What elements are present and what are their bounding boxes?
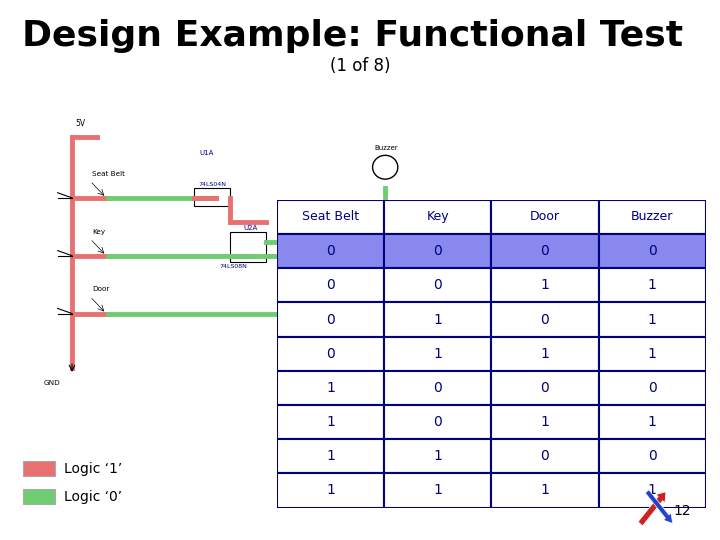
FancyArrow shape [645, 490, 672, 523]
Bar [23, 461, 55, 476]
Text: 1: 1 [433, 347, 442, 361]
Bar [277, 234, 384, 268]
Bar [230, 232, 266, 262]
Text: 1: 1 [647, 483, 657, 497]
Text: 1: 1 [647, 415, 657, 429]
Text: 5V: 5V [76, 119, 86, 129]
Text: 74LS04N: 74LS04N [198, 182, 226, 187]
Bar [277, 336, 384, 371]
Bar [491, 234, 598, 268]
Bar [277, 474, 384, 508]
Text: U3A: U3A [323, 266, 336, 272]
Text: Buzzer: Buzzer [374, 145, 398, 151]
Bar [313, 262, 349, 303]
Text: 74LS32N: 74LS32N [299, 318, 327, 323]
Bar [384, 336, 492, 371]
Bar [598, 405, 706, 439]
Bar [491, 200, 598, 234]
Text: 1: 1 [541, 483, 549, 497]
Text: 0: 0 [433, 244, 442, 258]
Bar [277, 439, 384, 474]
Bar [598, 302, 706, 336]
Bar [491, 439, 598, 474]
Text: 0: 0 [648, 381, 657, 395]
Text: 0: 0 [326, 313, 335, 327]
Text: Key: Key [426, 211, 449, 224]
Bar [194, 187, 230, 206]
Bar [384, 405, 492, 439]
Bar [491, 405, 598, 439]
Bar [23, 489, 55, 504]
Bar [277, 405, 384, 439]
Text: U2A: U2A [243, 225, 257, 231]
Text: Logic ‘0’: Logic ‘0’ [64, 490, 122, 504]
Bar [598, 439, 706, 474]
Text: Door: Door [92, 286, 109, 293]
Text: 74LS08N: 74LS08N [220, 264, 248, 268]
Text: 0: 0 [433, 381, 442, 395]
Bar [598, 200, 706, 234]
Bar [384, 371, 492, 405]
Text: 0: 0 [541, 449, 549, 463]
Text: 0: 0 [433, 278, 442, 292]
Text: 1: 1 [326, 483, 336, 497]
Text: 0: 0 [541, 313, 549, 327]
Text: 0: 0 [541, 244, 549, 258]
Bar [384, 302, 492, 336]
Bar [598, 474, 706, 508]
Text: 1: 1 [541, 347, 549, 361]
Bar [491, 474, 598, 508]
Text: 1: 1 [433, 449, 442, 463]
Text: 0: 0 [326, 347, 335, 361]
Text: 0: 0 [648, 244, 657, 258]
Bar [491, 336, 598, 371]
Text: Design Example: Functional Test: Design Example: Functional Test [22, 19, 683, 53]
Bar [277, 302, 384, 336]
Text: 0: 0 [326, 244, 335, 258]
Bar [384, 439, 492, 474]
Bar [491, 268, 598, 302]
Text: 1: 1 [647, 313, 657, 327]
Text: 0: 0 [433, 415, 442, 429]
Text: 1: 1 [326, 449, 336, 463]
Bar [491, 371, 598, 405]
Text: Key: Key [92, 228, 105, 234]
Text: (1 of 8): (1 of 8) [330, 57, 390, 75]
Bar [384, 474, 492, 508]
Bar [598, 268, 706, 302]
Bar [598, 371, 706, 405]
Bar [384, 234, 492, 268]
Text: 1: 1 [647, 347, 657, 361]
Text: Buzzer: Buzzer [631, 211, 673, 224]
Text: 0: 0 [648, 449, 657, 463]
Text: 1: 1 [647, 278, 657, 292]
Text: 1: 1 [326, 415, 336, 429]
Text: GND: GND [43, 380, 60, 386]
Text: 1: 1 [433, 483, 442, 497]
Text: 0: 0 [541, 381, 549, 395]
Bar [277, 268, 384, 302]
Bar [491, 302, 598, 336]
Text: Seat Belt: Seat Belt [302, 211, 359, 224]
Bar [277, 371, 384, 405]
Text: 1: 1 [541, 415, 549, 429]
Text: 0: 0 [326, 278, 335, 292]
Text: Door: Door [530, 211, 560, 224]
Text: 1: 1 [541, 278, 549, 292]
Bar [598, 336, 706, 371]
Bar [598, 234, 706, 268]
Text: 12: 12 [674, 504, 691, 518]
Text: Logic ‘1’: Logic ‘1’ [64, 462, 122, 476]
Text: 1: 1 [326, 381, 336, 395]
Bar [277, 200, 384, 234]
FancyArrow shape [638, 492, 666, 526]
Text: Seat Belt: Seat Belt [92, 171, 125, 177]
Bar [384, 268, 492, 302]
Text: 1: 1 [433, 313, 442, 327]
Bar [384, 200, 492, 234]
Text: U1A: U1A [200, 150, 214, 157]
